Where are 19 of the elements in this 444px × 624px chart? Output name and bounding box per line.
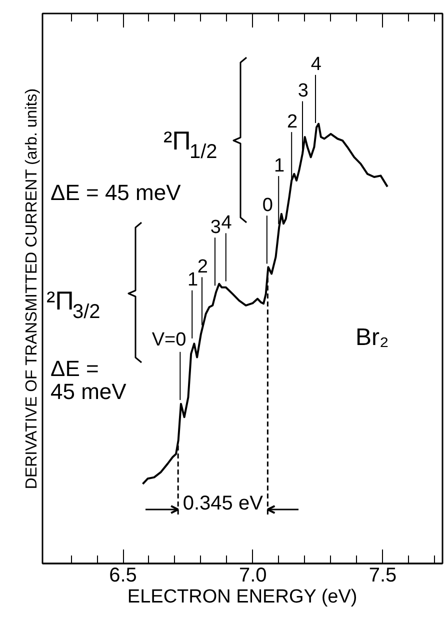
x-tick-label: 6.5 (109, 564, 137, 586)
annotation: 0 (262, 194, 273, 216)
annotation: 4 (310, 54, 322, 76)
annotation: 2 (197, 256, 208, 278)
x-axis-title: ELECTRON ENERGY (eV) (127, 586, 358, 608)
annotation: 2 (287, 111, 298, 132)
annotation: ΔE = 45 meV (50, 356, 127, 404)
annotation: 3 (210, 216, 221, 238)
annotation: 1 (188, 270, 198, 291)
x-tick-label: 7.5 (368, 564, 397, 586)
annotation: V=0 (152, 330, 186, 351)
x-tick-label: 7.0 (238, 564, 267, 586)
annotation: 0.345 eV (182, 492, 264, 514)
annotation: 4 (221, 212, 232, 234)
annotation: 3 (298, 80, 309, 102)
annotation: 1 (274, 155, 285, 176)
annotation: ΔE = 45 meV (50, 180, 182, 205)
y-axis-title: DERIVATIVE OF TRANSMITTED CURRENT (arb. units) (24, 88, 40, 490)
annotation: Br₂ (356, 324, 389, 351)
